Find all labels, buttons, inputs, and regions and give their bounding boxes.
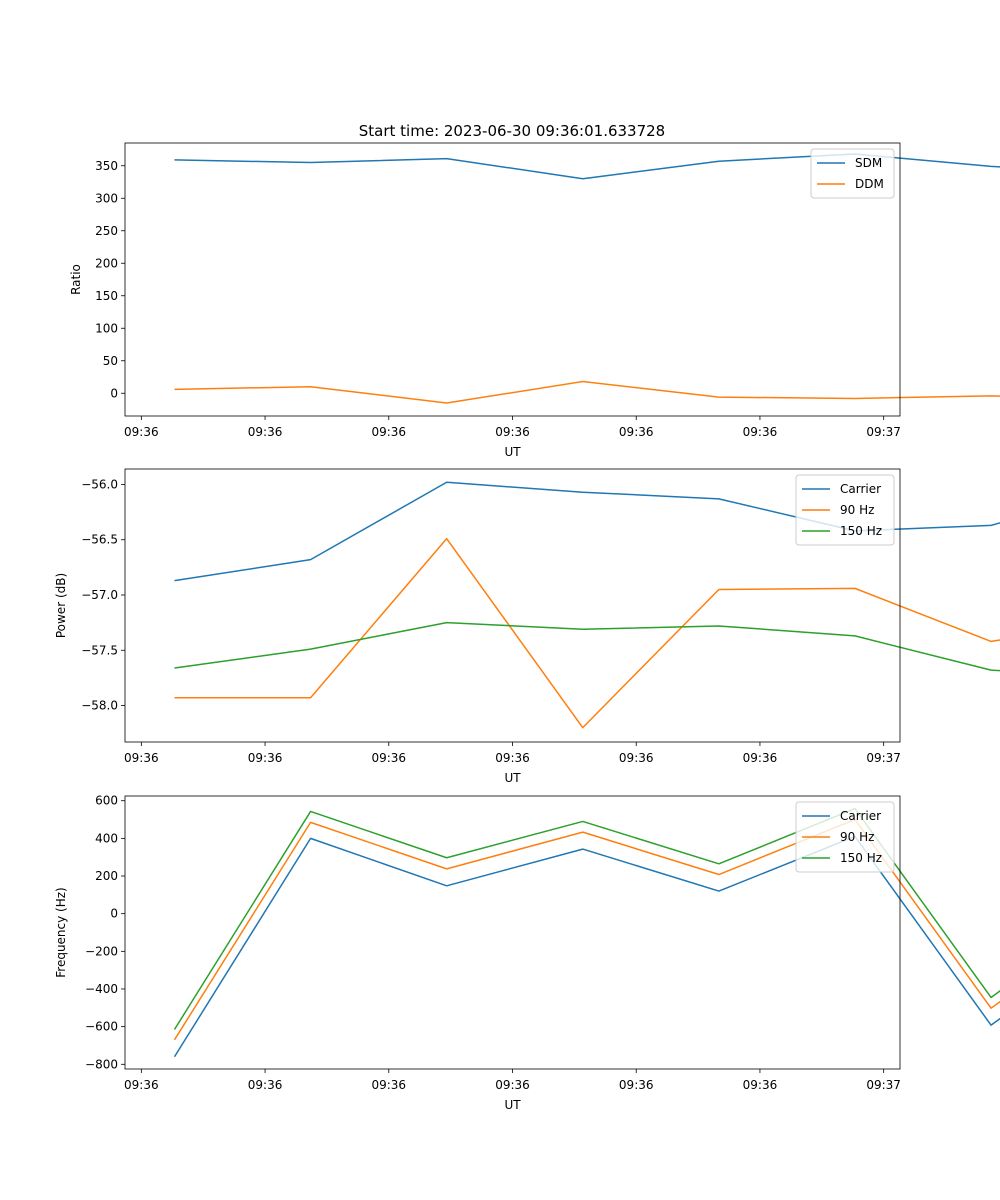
series-line-3-3 <box>173 807 1000 1030</box>
legend-label: 150 Hz <box>840 851 882 865</box>
series-line-3-2 <box>173 818 1000 1041</box>
y-tick-label: 200 <box>95 256 118 270</box>
y-tick-label: −56.5 <box>81 533 118 547</box>
x-tick-label: 09:36 <box>248 1078 283 1092</box>
figure-title: Start time: 2023-06-30 09:36:01.633728 <box>359 122 665 140</box>
y-tick-label: 200 <box>95 869 118 883</box>
chart-panel-2: 09:36 09:36 09:36 09:36 09:36 09:36 09:37 −58.0… <box>54 468 1000 785</box>
series-line-1-1 <box>174 153 1000 180</box>
x-tick-label: 09:37 <box>866 1078 901 1092</box>
x-tick-label: 09:36 <box>495 425 530 439</box>
series-line-2-2 <box>174 537 1000 729</box>
x-tick-label: 09:36 <box>743 1078 778 1092</box>
legend: Carrier 90 Hz 150 Hz <box>795 474 895 546</box>
series-line-2-1 <box>174 481 1000 582</box>
x-tick-label: 09:36 <box>619 751 654 765</box>
x-tick-label: 09:37 <box>866 425 901 439</box>
x-tick-label: 09:36 <box>371 751 406 765</box>
x-tick-label: 09:36 <box>124 425 159 439</box>
x-tick-label: 09:36 <box>371 1078 406 1092</box>
y-tick-label: −58.0 <box>81 699 118 713</box>
y-axis-label: Power (dB) <box>54 573 68 638</box>
y-tick-label: −600 <box>85 1020 118 1034</box>
legend: SDM DDM <box>810 148 895 199</box>
x-tick-label: 09:36 <box>124 751 159 765</box>
y-tick-label: 0 <box>110 907 118 921</box>
y-tick-label: 400 <box>95 831 118 845</box>
x-axis-label: UT <box>504 1098 521 1112</box>
y-tick-label: −57.5 <box>81 643 118 657</box>
x-tick-label: 09:36 <box>619 1078 654 1092</box>
legend-box <box>810 148 895 199</box>
legend-label: 90 Hz <box>840 503 874 517</box>
y-tick-label: 50 <box>103 354 118 368</box>
x-tick-label: 09:36 <box>124 1078 159 1092</box>
legend-label: SDM <box>855 156 882 170</box>
charts: 09:36 09:36 09:36 09:36 09:36 09:36 09:37 0 50 10… <box>54 142 1000 1112</box>
legend-label: Carrier <box>840 482 881 496</box>
x-axis-label: UT <box>504 771 521 785</box>
y-tick-label: 600 <box>95 794 118 808</box>
x-tick-label: 09:36 <box>371 425 406 439</box>
chart-panel-3: 09:36 09:36 09:36 09:36 09:36 09:36 09:37 −800 −… <box>54 794 1000 1112</box>
y-tick-label: 150 <box>95 289 118 303</box>
y-tick-label: −56.0 <box>81 477 118 491</box>
x-tick-label: 09:36 <box>619 425 654 439</box>
x-tick-label: 09:37 <box>866 751 901 765</box>
legend: Carrier 90 Hz 150 Hz <box>795 801 895 873</box>
legend-label: Carrier <box>840 809 881 823</box>
x-tick-label: 09:36 <box>248 751 283 765</box>
legend-box <box>795 801 895 873</box>
x-tick-label: 09:36 <box>743 425 778 439</box>
legend-label: 150 Hz <box>840 524 882 538</box>
y-tick-label: 300 <box>95 191 118 205</box>
y-tick-label: −800 <box>85 1057 118 1071</box>
y-tick-label: −200 <box>85 944 118 958</box>
chart-panel-1: 09:36 09:36 09:36 09:36 09:36 09:36 09:37 0 50 10… <box>69 142 1000 459</box>
series-line-1-2 <box>174 380 1000 404</box>
y-tick-label: 0 <box>110 386 118 400</box>
x-tick-label: 09:36 <box>495 751 530 765</box>
x-tick-label: 09:36 <box>495 1078 530 1092</box>
y-tick-label: −400 <box>85 982 118 996</box>
y-tick-label: 350 <box>95 159 118 173</box>
x-axis-label: UT <box>504 445 521 459</box>
y-axis-label: Frequency (Hz) <box>54 887 68 978</box>
legend-label: DDM <box>855 177 884 191</box>
series-line-2-3 <box>174 621 1000 672</box>
y-axis-label: Ratio <box>69 264 83 295</box>
series-line-3-1 <box>173 835 1000 1058</box>
y-tick-label: 100 <box>95 321 118 335</box>
legend-label: 90 Hz <box>840 830 874 844</box>
y-tick-label: 250 <box>95 224 118 238</box>
x-tick-label: 09:36 <box>743 751 778 765</box>
x-tick-label: 09:36 <box>248 425 283 439</box>
legend-box <box>795 474 895 546</box>
y-tick-label: −57.0 <box>81 588 118 602</box>
